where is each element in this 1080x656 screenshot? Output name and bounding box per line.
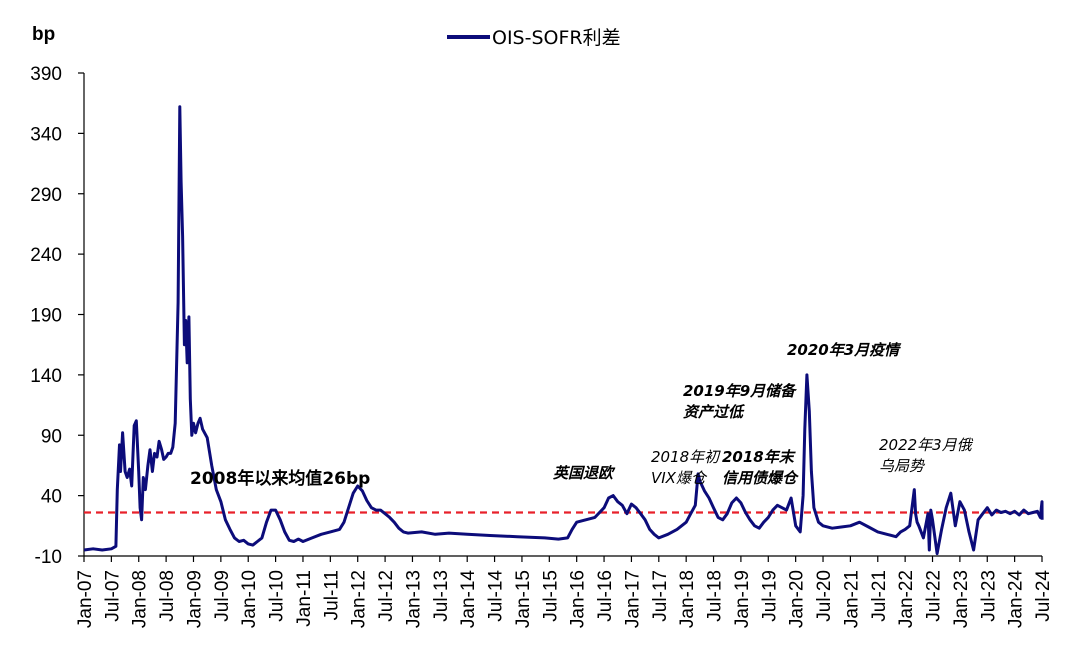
- x-tick-label: Jul-11: [321, 570, 342, 620]
- x-tick-label: Jan-16: [568, 570, 589, 628]
- annotation-4-line-0: 2019年9月储备: [683, 382, 797, 400]
- y-tick-label: 90: [41, 426, 62, 447]
- legend: OIS-SOFR利差: [447, 27, 621, 49]
- y-tick-label: 40: [41, 487, 62, 508]
- x-tick-label: Jul-24: [1033, 570, 1054, 622]
- x-tick-label: Jan-22: [896, 570, 917, 628]
- annotation-5-line-0: 2020年3月疫情: [787, 341, 902, 359]
- x-tick-label: Jan-08: [130, 570, 151, 628]
- x-tick-label: Jul-07: [102, 570, 123, 622]
- x-tick-label: Jul-12: [376, 570, 397, 622]
- x-tick-label: Jul-17: [650, 570, 671, 622]
- x-tick-label: Jul-10: [267, 570, 288, 622]
- x-tick-label: Jan-07: [75, 570, 96, 628]
- x-tick-label: Jan-20: [787, 570, 808, 628]
- x-tick-label: Jan-17: [622, 570, 643, 628]
- x-tick-label: Jan-09: [184, 570, 205, 628]
- x-tick-label: Jul-14: [486, 570, 507, 622]
- x-axis: Jan-07 Jul-07 Jan-08 Jul-08 Jan-09 Jul-09 Jan-…: [75, 555, 1054, 629]
- annotation-3-line-0: 2018年末: [722, 448, 797, 466]
- annotation-6-line-1: 乌局势: [879, 457, 926, 475]
- y-tick-label: 290: [30, 185, 62, 206]
- x-tick-label: Jul-18: [705, 570, 726, 622]
- x-tick-label: Jul-13: [431, 570, 452, 622]
- y-axis: -10 40 90 140 190 240 290 340 390: [30, 64, 85, 568]
- series-line-ois-sofr: [83, 105, 1044, 556]
- y-axis-label: bp: [32, 24, 55, 45]
- x-tick-label: Jan-11: [294, 570, 315, 627]
- legend-label: OIS-SOFR利差: [492, 27, 621, 49]
- x-tick-label: Jul-19: [759, 570, 780, 622]
- x-tick-label: Jan-18: [677, 570, 698, 628]
- y-tick-label: -10: [35, 547, 62, 568]
- x-tick-label: Jan-10: [239, 570, 260, 628]
- y-tick-label: 140: [30, 366, 62, 387]
- x-tick-label: Jul-15: [540, 570, 561, 622]
- x-tick-label: Jan-14: [458, 570, 479, 629]
- annotation-2-line-0: 2018年初: [651, 448, 721, 466]
- annotation-0-line-0: 2008年以来均值26bp: [190, 468, 370, 489]
- annotation-4-line-1: 资产过低: [683, 403, 746, 421]
- x-tick-label: Jul-21: [869, 570, 890, 622]
- x-tick-label: Jan-23: [951, 570, 972, 628]
- x-tick-label: Jan-24: [1006, 570, 1027, 629]
- annotation-1-line-0: 英国退欧: [552, 464, 616, 482]
- y-tick-label: 390: [30, 64, 62, 85]
- y-tick-label: 240: [30, 245, 62, 266]
- annotation-2-line-1: VIX爆仓: [651, 469, 708, 487]
- x-tick-label: Jul-23: [978, 570, 999, 622]
- x-tick-label: Jan-19: [732, 570, 753, 628]
- annotation-3-line-1: 信用债爆仓: [722, 469, 799, 487]
- x-tick-label: Jul-22: [924, 570, 945, 622]
- x-tick-label: Jan-15: [513, 570, 534, 628]
- x-tick-label: Jul-09: [212, 570, 233, 622]
- annotation-6-line-0: 2022年3月俄: [879, 436, 974, 454]
- x-tick-label: Jan-12: [349, 570, 370, 628]
- x-tick-label: Jul-16: [595, 570, 616, 622]
- x-tick-label: Jul-08: [157, 570, 178, 622]
- y-tick-label: 190: [30, 306, 62, 327]
- x-tick-label: Jul-20: [814, 570, 835, 622]
- x-tick-label: Jan-21: [841, 570, 862, 628]
- y-tick-label: 340: [30, 124, 62, 145]
- x-tick-label: Jan-13: [403, 570, 424, 628]
